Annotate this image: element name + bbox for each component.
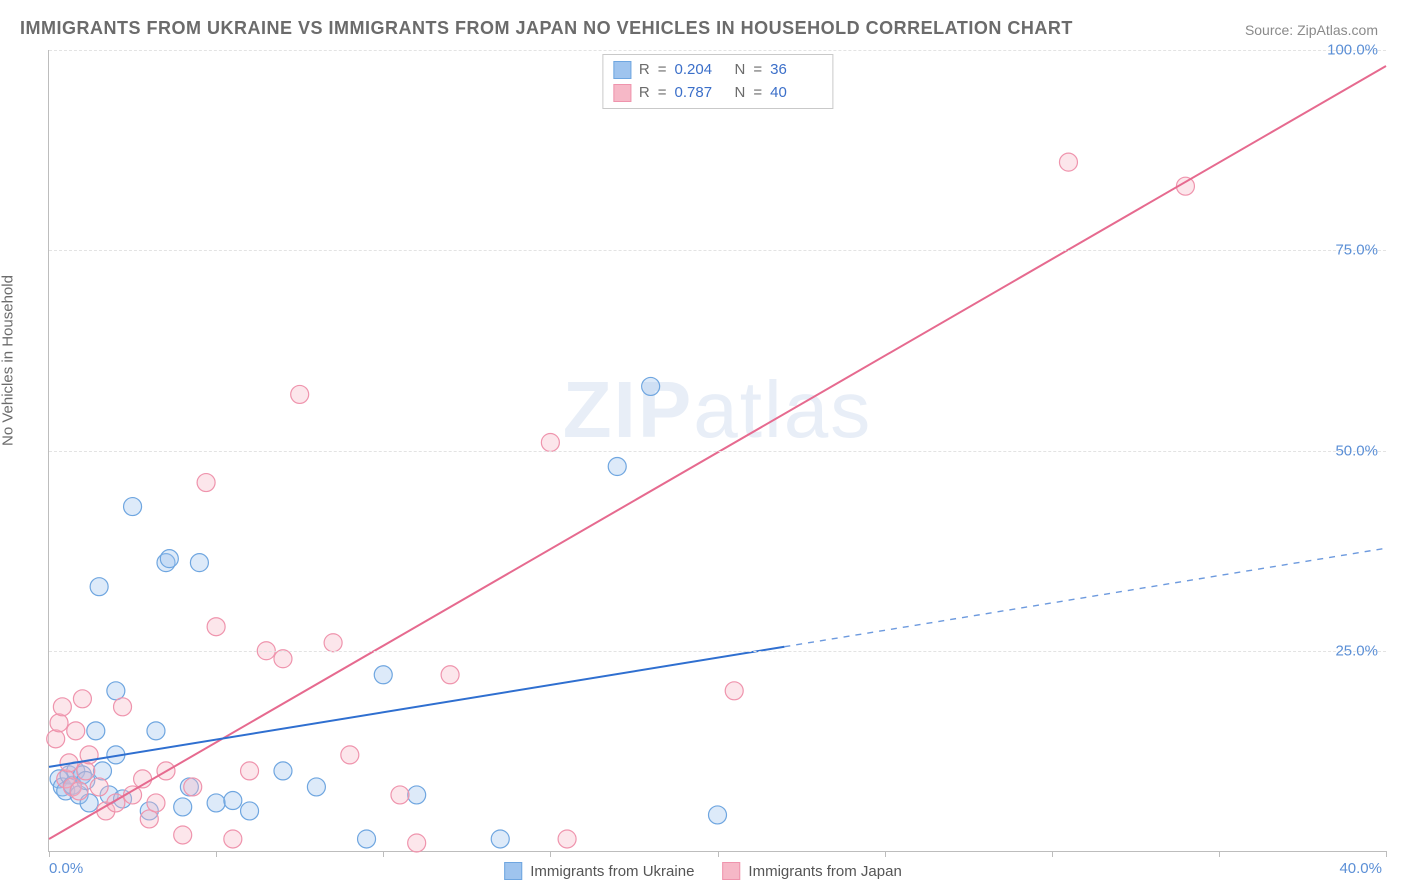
series-legend: Immigrants from Ukraine Immigrants from … bbox=[504, 862, 902, 880]
scatter-point bbox=[408, 834, 426, 852]
legend-row-japan: R = 0.787 N = 40 bbox=[613, 82, 822, 105]
n-value-japan: 40 bbox=[770, 82, 822, 105]
y-tick-label: 25.0% bbox=[1335, 642, 1378, 659]
scatter-point bbox=[224, 792, 242, 810]
scatter-point bbox=[224, 830, 242, 848]
gridline-h bbox=[49, 250, 1386, 251]
gridline-h bbox=[49, 451, 1386, 452]
scatter-point bbox=[341, 746, 359, 764]
legend-row-ukraine: R = 0.204 N = 36 bbox=[613, 59, 822, 82]
y-tick-label: 50.0% bbox=[1335, 442, 1378, 459]
source-attribution: Source: ZipAtlas.com bbox=[1245, 22, 1378, 38]
scatter-point bbox=[642, 377, 660, 395]
scatter-point bbox=[73, 690, 91, 708]
scatter-point bbox=[107, 682, 125, 700]
scatter-point bbox=[408, 786, 426, 804]
legend-item-japan: Immigrants from Japan bbox=[722, 862, 901, 880]
scatter-point bbox=[324, 634, 342, 652]
scatter-point bbox=[90, 778, 108, 796]
scatter-point bbox=[124, 498, 142, 516]
scatter-point bbox=[87, 722, 105, 740]
legend-swatch-japan bbox=[613, 84, 631, 102]
legend-swatch-ukraine-icon bbox=[504, 862, 522, 880]
source-link[interactable]: ZipAtlas.com bbox=[1297, 22, 1378, 38]
y-tick-label: 100.0% bbox=[1327, 42, 1378, 59]
scatter-point bbox=[374, 666, 392, 684]
scatter-point bbox=[725, 682, 743, 700]
scatter-point bbox=[174, 826, 192, 844]
scatter-point bbox=[53, 698, 71, 716]
chart-title: IMMIGRANTS FROM UKRAINE VS IMMIGRANTS FR… bbox=[20, 18, 1073, 39]
scatter-point bbox=[241, 762, 259, 780]
scatter-point bbox=[70, 782, 88, 800]
scatter-point bbox=[491, 830, 509, 848]
x-tick bbox=[885, 851, 886, 857]
scatter-point bbox=[47, 730, 65, 748]
scatter-point bbox=[441, 666, 459, 684]
scatter-point bbox=[197, 474, 215, 492]
n-value-ukraine: 36 bbox=[770, 59, 822, 82]
scatter-point bbox=[558, 830, 576, 848]
trend-line-japan bbox=[49, 66, 1386, 839]
correlation-legend: R = 0.204 N = 36 R = 0.787 N = 40 bbox=[602, 54, 833, 109]
legend-item-ukraine: Immigrants from Ukraine bbox=[504, 862, 694, 880]
scatter-point bbox=[241, 802, 259, 820]
scatter-point bbox=[67, 722, 85, 740]
y-tick-label: 75.0% bbox=[1335, 242, 1378, 259]
scatter-point bbox=[93, 762, 111, 780]
y-axis-label: No Vehicles in Household bbox=[0, 275, 17, 446]
r-value-ukraine: 0.204 bbox=[675, 59, 727, 82]
x-tick bbox=[718, 851, 719, 857]
scatter-point bbox=[50, 714, 68, 732]
x-tick bbox=[49, 851, 50, 857]
x-tick bbox=[1219, 851, 1220, 857]
x-tick bbox=[1052, 851, 1053, 857]
chart-plot-area: ZIPatlas R = 0.204 N = 36 R = 0.787 N = … bbox=[48, 50, 1386, 852]
scatter-point bbox=[140, 810, 158, 828]
scatter-point bbox=[541, 433, 559, 451]
x-tick bbox=[1386, 851, 1387, 857]
scatter-point bbox=[77, 762, 95, 780]
scatter-point bbox=[391, 786, 409, 804]
scatter-point bbox=[358, 830, 376, 848]
scatter-point bbox=[291, 385, 309, 403]
scatter-point bbox=[207, 618, 225, 636]
scatter-point bbox=[174, 798, 192, 816]
trend-line-ukraine-extrapolated bbox=[784, 548, 1386, 647]
x-tick bbox=[383, 851, 384, 857]
scatter-point bbox=[160, 550, 178, 568]
trend-line-ukraine bbox=[49, 647, 784, 767]
gridline-h bbox=[49, 50, 1386, 51]
scatter-point bbox=[190, 554, 208, 572]
scatter-point bbox=[114, 698, 132, 716]
source-prefix: Source: bbox=[1245, 22, 1297, 38]
x-tick-label-min: 0.0% bbox=[49, 860, 83, 877]
scatter-point bbox=[1059, 153, 1077, 171]
x-tick bbox=[550, 851, 551, 857]
legend-swatch-japan-icon bbox=[722, 862, 740, 880]
scatter-point bbox=[274, 650, 292, 668]
x-tick bbox=[216, 851, 217, 857]
scatter-point bbox=[184, 778, 202, 796]
scatter-point bbox=[709, 806, 727, 824]
scatter-point bbox=[147, 722, 165, 740]
scatter-point bbox=[90, 578, 108, 596]
gridline-h bbox=[49, 651, 1386, 652]
scatter-point bbox=[274, 762, 292, 780]
scatter-point bbox=[307, 778, 325, 796]
scatter-point bbox=[207, 794, 225, 812]
scatter-point bbox=[608, 458, 626, 476]
legend-swatch-ukraine bbox=[613, 61, 631, 79]
r-value-japan: 0.787 bbox=[675, 82, 727, 105]
scatter-point bbox=[147, 794, 165, 812]
x-tick-label-max: 40.0% bbox=[1339, 860, 1382, 877]
